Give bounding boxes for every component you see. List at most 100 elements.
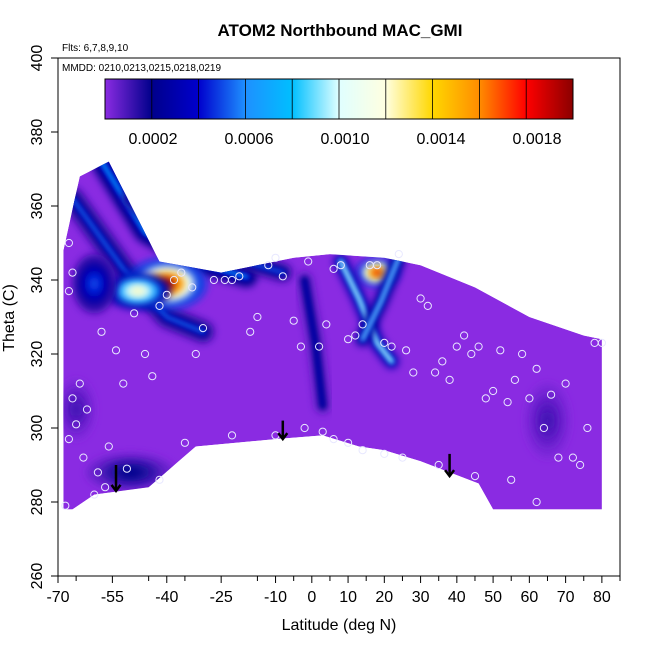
sample-point xyxy=(101,483,110,492)
blob xyxy=(130,287,145,296)
sample-point xyxy=(380,338,389,347)
x-tick-label: -25 xyxy=(210,589,233,606)
sample-point xyxy=(169,275,179,285)
sample-point xyxy=(64,238,74,248)
sample-point xyxy=(300,423,309,433)
ridge-core xyxy=(303,279,324,407)
sample-point xyxy=(373,261,382,270)
y-tick-label: 400 xyxy=(29,45,46,72)
sample-point xyxy=(111,346,121,355)
sample-point xyxy=(304,257,313,266)
x-axis: -70 -55 -40 -25 -10 0 10 20 30 40 50 60 70 80 xyxy=(46,576,621,606)
sample-point xyxy=(72,420,81,429)
sample-point xyxy=(148,372,157,381)
blob xyxy=(120,468,141,477)
arrow-marker xyxy=(277,420,289,442)
plot-frame xyxy=(57,57,621,577)
sample-point xyxy=(387,342,396,351)
x-axis-label: Latitude (deg N) xyxy=(282,617,397,634)
chart-title: ATOM2 Northbound MAC_GMI xyxy=(218,21,463,40)
sample-point xyxy=(583,423,592,433)
sample-point xyxy=(416,294,425,303)
sample-point xyxy=(568,453,578,462)
sample-point xyxy=(344,438,353,447)
arrow-marker xyxy=(110,465,122,493)
sample-point xyxy=(315,342,324,351)
sample-point xyxy=(503,398,512,407)
sample-point xyxy=(380,449,389,458)
sample-point xyxy=(597,338,607,347)
sample-point xyxy=(322,320,331,329)
sample-point xyxy=(235,272,244,281)
sample-point xyxy=(227,275,237,285)
sample-point xyxy=(68,268,77,277)
y-tick-label: 340 xyxy=(29,267,46,294)
y-tick-label: 260 xyxy=(29,563,46,590)
blob xyxy=(89,277,100,291)
sample-point xyxy=(90,490,99,499)
x-tick-label: 80 xyxy=(593,589,611,606)
x-tick-label: -55 xyxy=(101,589,124,606)
sample-point xyxy=(423,301,432,310)
sample-point xyxy=(532,364,541,373)
sample-point xyxy=(576,460,585,470)
sample-point xyxy=(79,453,88,462)
sample-point xyxy=(460,331,469,340)
sample-point xyxy=(61,501,70,510)
sample-point xyxy=(271,253,280,262)
sample-point xyxy=(496,346,505,355)
sample-point xyxy=(431,368,440,377)
sample-point xyxy=(434,460,443,470)
sample-point xyxy=(246,327,255,336)
sample-point xyxy=(398,453,407,462)
y-tick-label: 380 xyxy=(29,119,46,146)
x-tick-label: 20 xyxy=(375,589,393,606)
colorbar: 0.0002 0.0006 0.0010 0.0014 0.0018 xyxy=(104,78,574,148)
sample-point xyxy=(409,368,418,377)
colorbar-tick-label: 0.0010 xyxy=(321,131,370,148)
y-tick-label: 320 xyxy=(29,341,46,368)
sample-point xyxy=(402,346,411,355)
x-tick-label: -10 xyxy=(264,589,287,606)
x-tick-label: 50 xyxy=(484,589,502,606)
ridge-core xyxy=(361,256,400,341)
sample-point xyxy=(445,375,454,384)
sample-point xyxy=(489,386,498,396)
sample-point xyxy=(518,349,527,359)
colorbar-tick-label: 0.0002 xyxy=(129,131,178,148)
sample-point xyxy=(547,390,556,399)
sample-point xyxy=(329,264,338,273)
x-tick-label: 0 xyxy=(307,589,316,606)
sample-point xyxy=(104,442,113,451)
sample-point xyxy=(358,320,367,329)
x-tick-label: -70 xyxy=(46,589,69,606)
sample-point xyxy=(130,309,139,318)
x-tick-label: 40 xyxy=(448,589,466,606)
sample-point xyxy=(438,357,447,366)
flights-note: Flts: 6,7,8,9,10 xyxy=(62,43,129,54)
sample-point xyxy=(507,475,516,484)
sample-point xyxy=(470,472,480,481)
sample-point xyxy=(278,272,287,281)
sample-point xyxy=(177,268,186,277)
sample-point xyxy=(539,423,549,433)
blob xyxy=(72,403,81,416)
sample-point xyxy=(318,427,327,436)
y-tick-label: 300 xyxy=(29,415,46,442)
y-axis-label: Theta (C) xyxy=(1,284,18,352)
y-axis: 260 280 300 320 340 360 380 400 xyxy=(29,45,58,590)
sample-point xyxy=(344,335,353,344)
sample-point xyxy=(122,464,132,473)
colorbar-tick-label: 0.0018 xyxy=(513,131,562,148)
sample-point xyxy=(481,394,490,403)
sample-point xyxy=(329,435,338,444)
sample-point xyxy=(351,331,360,340)
y-tick-label: 280 xyxy=(29,489,46,516)
sample-point xyxy=(68,394,77,403)
y-tick-label: 360 xyxy=(29,193,46,220)
sample-point xyxy=(554,453,563,462)
sample-point xyxy=(75,379,84,388)
sample-point xyxy=(155,475,164,484)
colorbar-tick-label: 0.0014 xyxy=(417,131,466,148)
